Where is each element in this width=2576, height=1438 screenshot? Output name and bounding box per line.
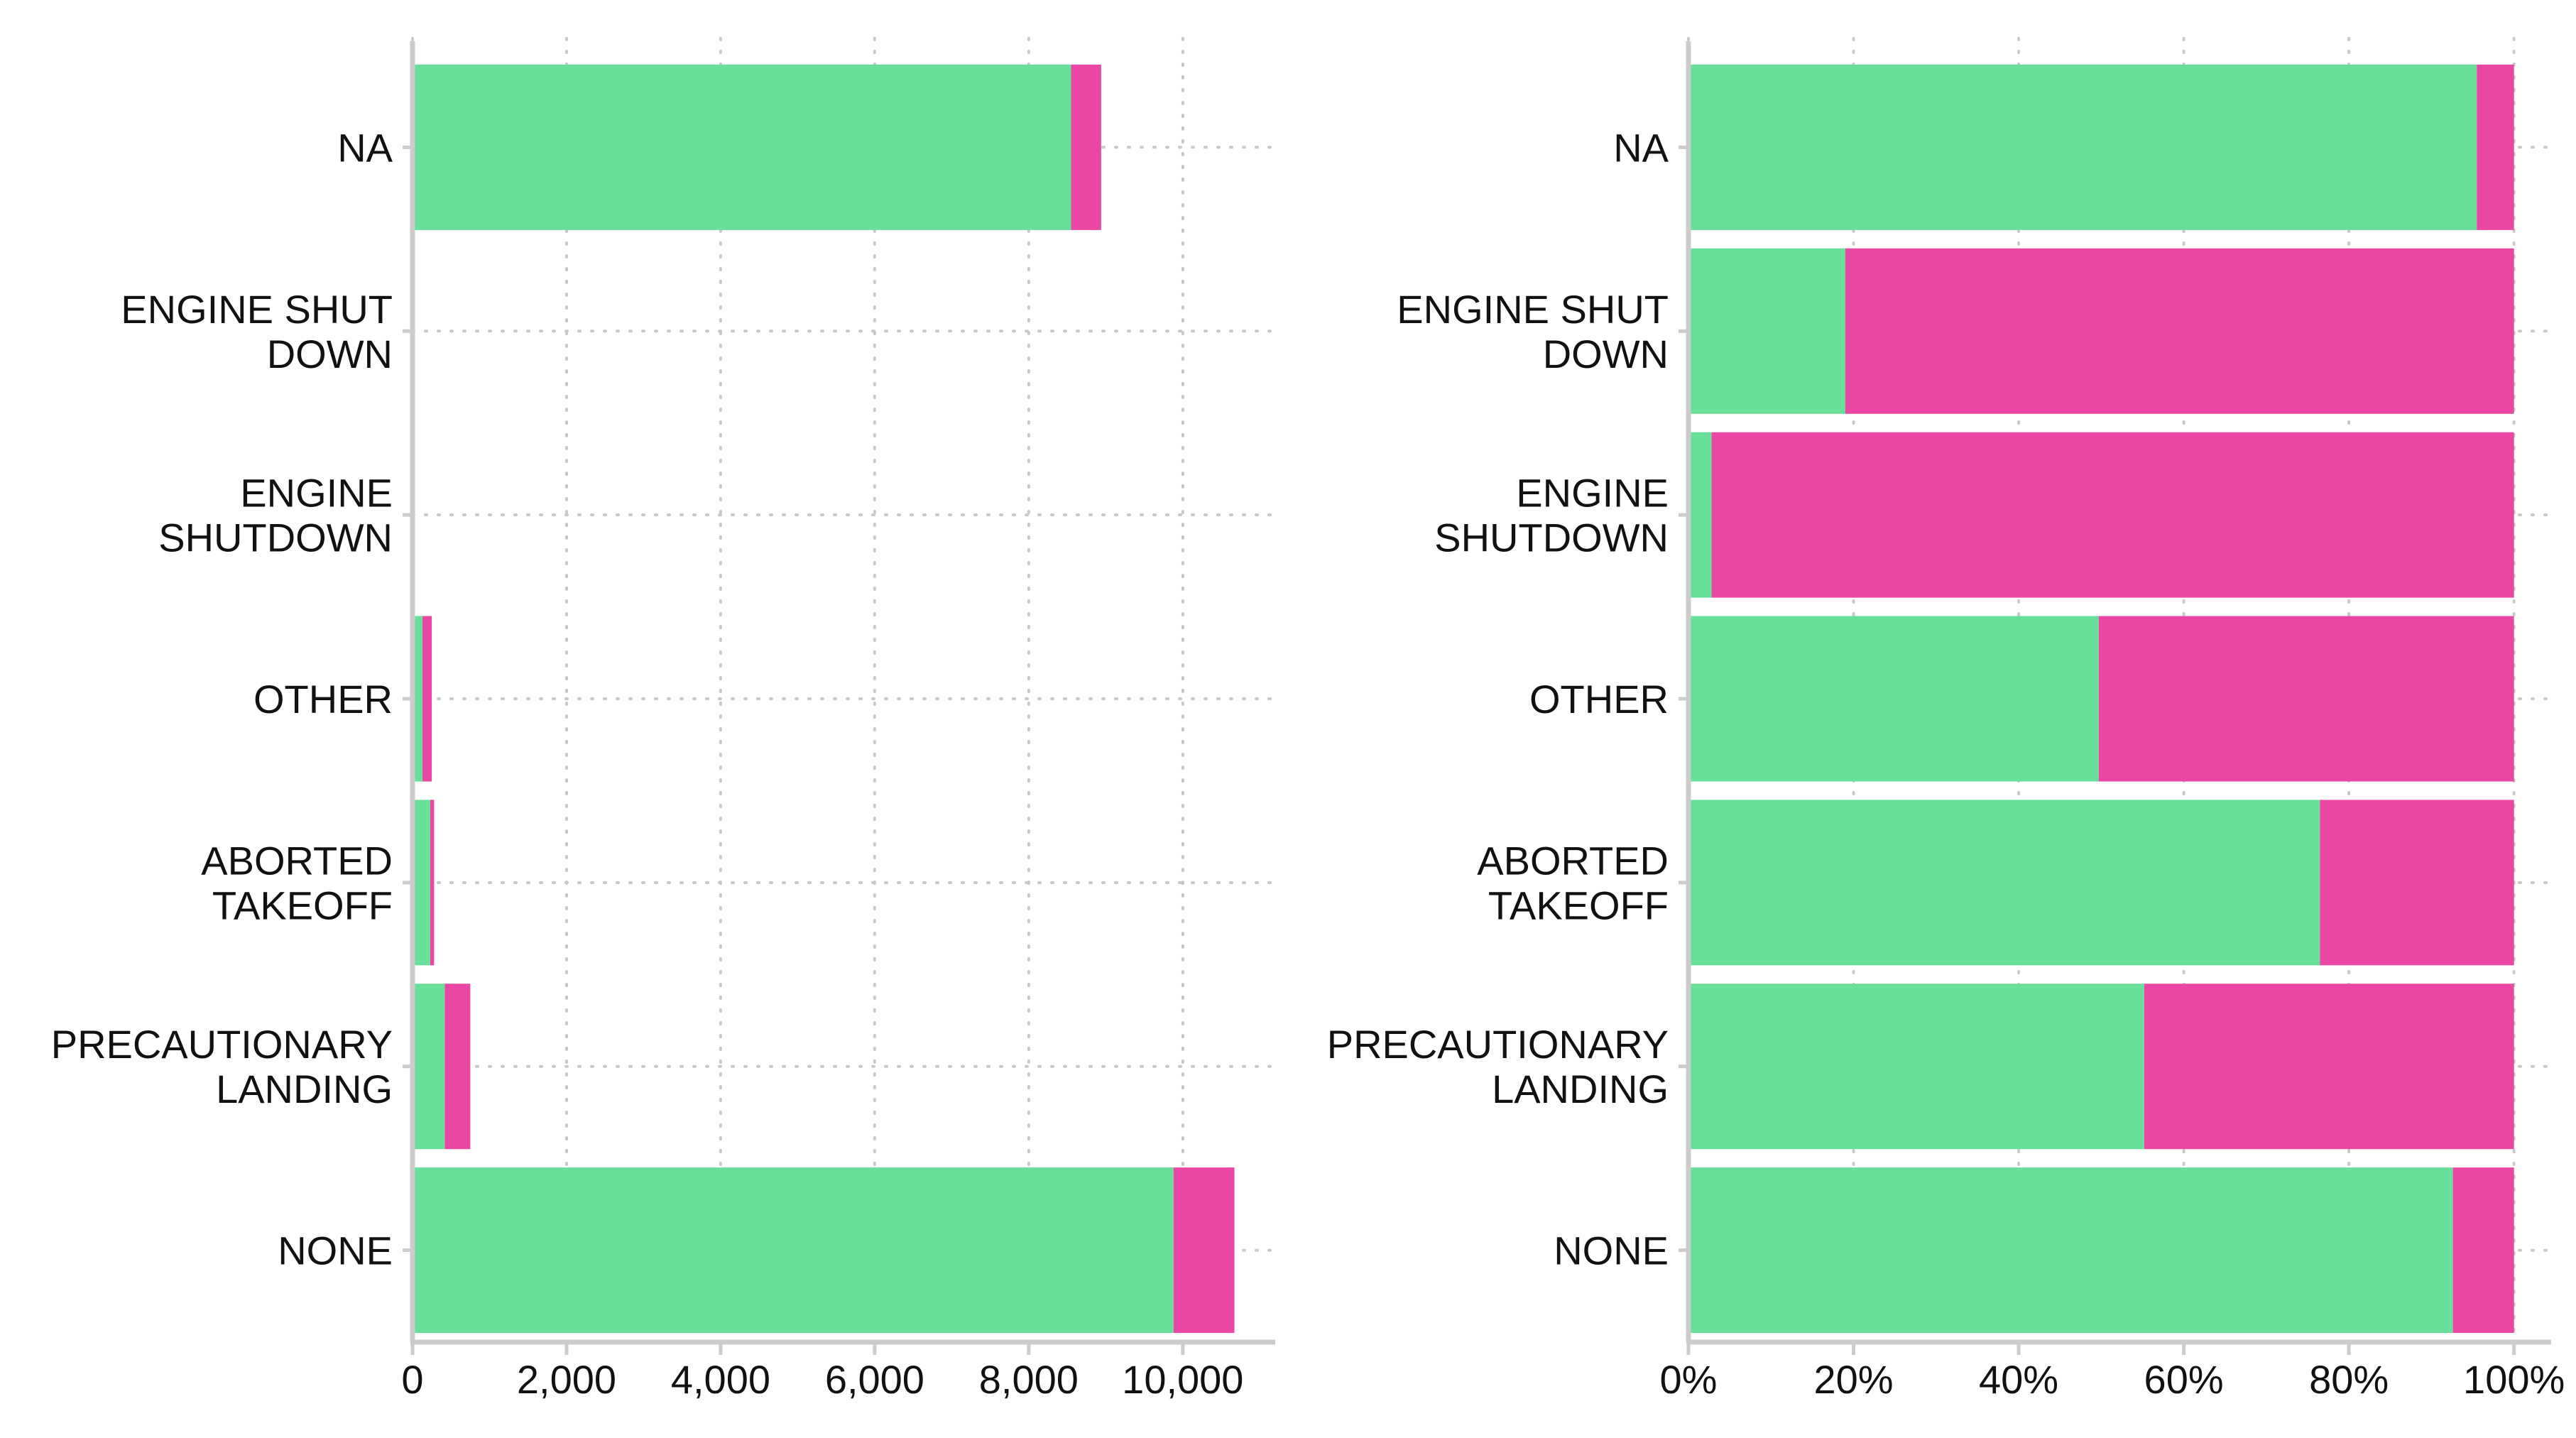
y-category-label: NA [1613,125,1669,170]
y-category-label: NONE [278,1229,393,1273]
y-category-label: ENGINE [240,471,393,516]
x-tick-label: 80% [2309,1357,2389,1402]
bar-segment [1688,248,1845,414]
y-category-label: ABORTED [1477,838,1669,883]
y-category-label: OTHER [253,677,393,721]
right-chart-percent: 0% 20% 40% 60% 80% 100% NA ENGINE SHUTDOWN ENGIN… [1327,37,2565,1402]
y-category-label: PRECAUTIONARY [51,1022,393,1067]
y-category-label: NA [337,125,393,170]
bar-segment [2452,1167,2514,1334]
bar-segment [1711,432,2514,598]
bar-segment [444,984,471,1150]
bar-segment [2320,800,2514,966]
bar-segment [422,616,432,782]
bar-segment [1173,1167,1235,1334]
x-tick-label: 4,000 [671,1357,770,1402]
x-tick-label: 2,000 [517,1357,616,1402]
bar-segment [1688,1167,2453,1334]
y-category-label: ENGINE SHUT [121,287,393,332]
bar-segment [1688,64,2477,230]
x-tick-label: 40% [1979,1357,2058,1402]
x-tick-label: 10,000 [1122,1357,1243,1402]
y-category-label: ENGINE [1516,471,1669,516]
y-category-label: OTHER [1529,677,1669,721]
bar-segment [1688,616,2099,782]
bar-segment [413,1167,1174,1334]
x-tick-label: 6,000 [825,1357,924,1402]
y-category-label: DOWN [267,332,393,376]
bar-segment [430,800,435,966]
y-category-label: LANDING [216,1067,393,1111]
bar-segment [2098,616,2514,782]
y-category-label: PRECAUTIONARY [1327,1022,1669,1067]
y-category-label: LANDING [1492,1067,1669,1111]
bar-segment [1071,64,1101,230]
bar-segment [413,616,423,782]
x-tick-label: 20% [1813,1357,1893,1402]
bar-segment [413,984,445,1150]
x-tick-label: 0% [1660,1357,1718,1402]
y-category-label: DOWN [1543,332,1669,376]
y-category-label: TAKEOFF [1488,883,1669,927]
x-tick-label: 0 [401,1357,423,1402]
y-category-label: NONE [1554,1229,1669,1273]
y-category-label: TAKEOFF [212,883,393,927]
bar-segment [413,64,1071,230]
y-category-label: ENGINE SHUT [1397,287,1669,332]
bar-segment [413,800,430,966]
bar-segment [1845,248,2514,414]
bar-segment [1688,800,2320,966]
bar-segment [1688,984,2144,1150]
bar-segment [2144,984,2514,1150]
y-category-label: SHUTDOWN [158,516,393,560]
y-category-label: SHUTDOWN [1434,516,1669,560]
left-chart-count: 0 2,000 4,000 6,000 8,000 10,000 NA ENGINE SHUT… [51,37,1277,1402]
bar-segment [1688,432,1712,598]
x-tick-label: 60% [2144,1357,2224,1402]
y-category-label: ABORTED [201,838,393,883]
x-tick-label: 8,000 [979,1357,1079,1402]
bar-segment [2477,64,2514,230]
x-tick-label: 100% [2463,1357,2565,1402]
